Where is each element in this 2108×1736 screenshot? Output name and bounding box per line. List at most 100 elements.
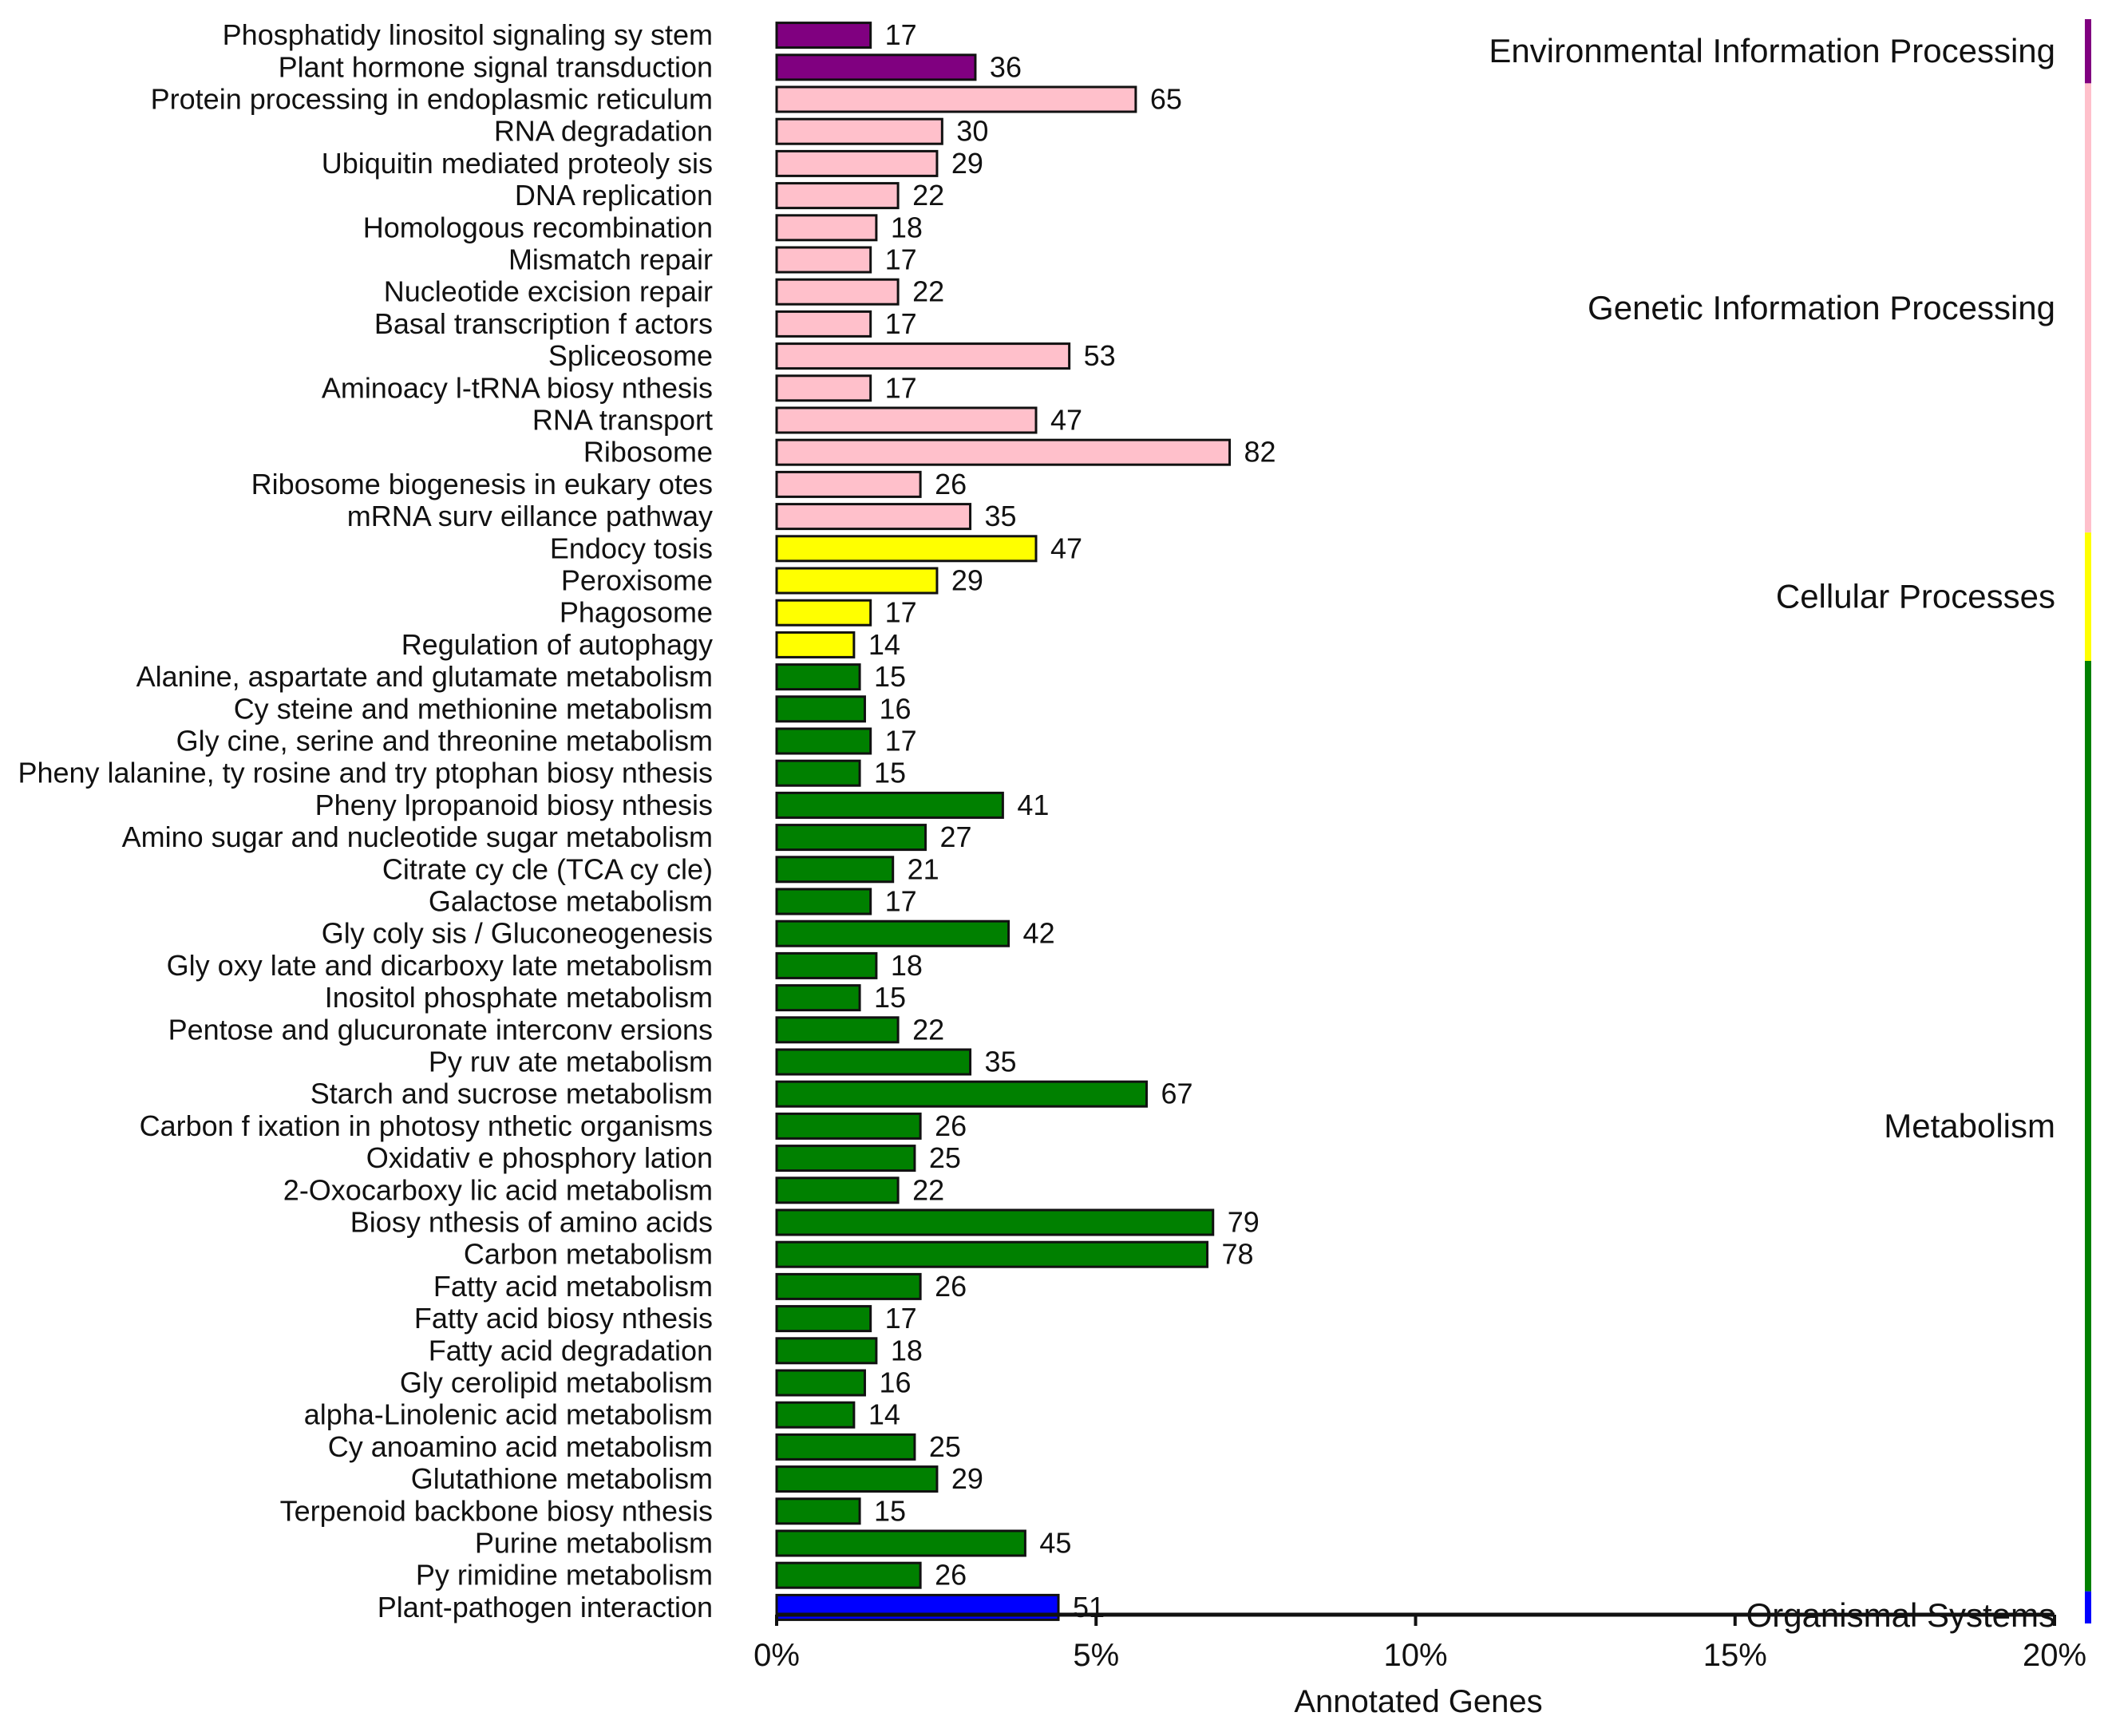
bar-value-label: 16 — [879, 1366, 911, 1399]
category-label: RNA degradation — [494, 115, 713, 148]
bar — [775, 342, 1071, 370]
bar — [775, 246, 872, 274]
bar — [775, 1529, 1026, 1557]
bar — [775, 22, 872, 49]
bar-value-label: 82 — [1244, 436, 1276, 469]
bar — [775, 1208, 1215, 1236]
bar — [775, 759, 861, 787]
x-axis-title: Annotated Genes — [1294, 1684, 1542, 1719]
bar — [775, 727, 872, 755]
category-label: Fatty acid biosy nthesis — [414, 1302, 713, 1335]
bar — [775, 503, 972, 531]
bar — [775, 1465, 939, 1493]
bar-value-label: 53 — [1084, 339, 1116, 372]
bar-value-label: 65 — [1150, 83, 1182, 116]
bar — [775, 1240, 1209, 1268]
bar-value-label: 22 — [912, 1173, 944, 1206]
group-bar — [2085, 661, 2091, 1592]
bar — [775, 1145, 916, 1172]
category-label: Amino sugar and nucleotide sugar metabol… — [122, 821, 713, 853]
bar-value-label: 17 — [885, 18, 917, 51]
bar-value-label: 17 — [885, 1302, 917, 1335]
category-label: Pheny lpropanoid biosy nthesis — [315, 789, 713, 821]
bar — [775, 438, 1232, 466]
bar — [775, 695, 866, 723]
category-label: 2-Oxocarboxy lic acid metabolism — [283, 1173, 713, 1206]
bar-value-label: 15 — [874, 981, 906, 1014]
category-label: Spliceosome — [548, 339, 713, 372]
bar-value-label: 26 — [935, 1109, 967, 1142]
bar-value-label: 47 — [1050, 532, 1082, 564]
bar — [775, 310, 872, 338]
category-label: Purine metabolism — [475, 1527, 713, 1560]
category-label: DNA replication — [515, 179, 713, 212]
bar — [775, 888, 872, 915]
bar-value-label: 25 — [929, 1430, 961, 1463]
category-label: Py rimidine metabolism — [416, 1559, 713, 1592]
bar — [775, 1048, 972, 1076]
bar — [775, 470, 922, 498]
category-label: Plant-pathogen interaction — [378, 1591, 713, 1623]
category-label: Gly oxy late and dicarboxy late metaboli… — [167, 949, 713, 982]
x-tick-label: 20% — [2023, 1638, 2086, 1673]
bars-layer: Phosphatidy linositol signaling sy stem 1… — [18, 18, 1275, 1623]
category-groups: Environmental Information Processing Gene… — [1489, 19, 2091, 1634]
category-label: Starch and sucrose metabolism — [310, 1078, 713, 1110]
bar — [775, 599, 872, 627]
bar-value-label: 18 — [891, 949, 923, 982]
bar-value-label: 29 — [951, 564, 983, 597]
category-label: Plant hormone signal transduction — [279, 50, 713, 83]
category-label: Carbon f ixation in photosy nthetic orga… — [140, 1109, 713, 1142]
bar — [775, 1016, 900, 1044]
x-tick-label: 10% — [1383, 1638, 1447, 1673]
bar-value-label: 16 — [879, 692, 911, 725]
category-label: RNA transport — [532, 404, 713, 437]
category-label: Endocy tosis — [550, 532, 713, 564]
group-label: Organismal Systems — [1746, 1596, 2055, 1634]
category-label: Fatty acid metabolism — [433, 1270, 713, 1303]
category-label: Ribosome — [583, 436, 713, 469]
bar-value-label: 17 — [885, 725, 917, 757]
category-label: Oxidativ e phosphory lation — [366, 1141, 713, 1174]
bar — [775, 1080, 1148, 1108]
group-bar — [2085, 19, 2091, 84]
group-label: Cellular Processes — [1776, 578, 2055, 615]
bar — [775, 374, 872, 402]
category-label: Peroxisome — [561, 564, 713, 597]
bar-value-label: 79 — [1228, 1206, 1260, 1239]
bar-value-label: 36 — [990, 50, 1022, 83]
bar — [775, 663, 861, 691]
bar-value-label: 17 — [885, 596, 917, 629]
category-label: Gly cine, serine and threonine metabolis… — [176, 725, 713, 757]
category-label: Protein processing in endoplasmic reticu… — [151, 83, 713, 116]
category-label: Gly coly sis / Gluconeogenesis — [322, 917, 713, 950]
bar-value-label: 22 — [912, 179, 944, 212]
bar-value-label: 35 — [985, 1046, 1017, 1078]
bar-value-label: 26 — [935, 468, 967, 500]
group-bar — [2085, 1591, 2091, 1623]
bar-value-label: 15 — [874, 1494, 906, 1527]
category-label: Alanine, aspartate and glutamate metabol… — [136, 660, 713, 693]
group-label: Environmental Information Processing — [1489, 32, 2055, 69]
category-label: Glutathione metabolism — [411, 1462, 713, 1495]
bar — [775, 1272, 922, 1300]
bar — [775, 278, 900, 306]
category-label: Gly cerolipid metabolism — [400, 1366, 713, 1399]
bar-value-label: 17 — [885, 371, 917, 404]
category-label: Nucleotide excision repair — [384, 275, 713, 308]
bar — [775, 791, 1004, 819]
category-label: Terpenoid backbone biosy nthesis — [280, 1494, 713, 1527]
category-label: Phagosome — [560, 596, 713, 629]
category-label: Regulation of autophagy — [401, 628, 713, 661]
category-label: Cy anoamino acid metabolism — [328, 1430, 713, 1463]
bar — [775, 984, 861, 1012]
bar-value-label: 35 — [985, 500, 1017, 532]
bar-value-label: 27 — [939, 821, 971, 853]
bar — [775, 214, 878, 242]
category-label: alpha-Linolenic acid metabolism — [304, 1398, 713, 1431]
bar-value-label: 29 — [951, 1462, 983, 1495]
bar — [775, 951, 878, 979]
bar — [775, 1561, 922, 1589]
category-label: Galactose metabolism — [429, 885, 713, 918]
